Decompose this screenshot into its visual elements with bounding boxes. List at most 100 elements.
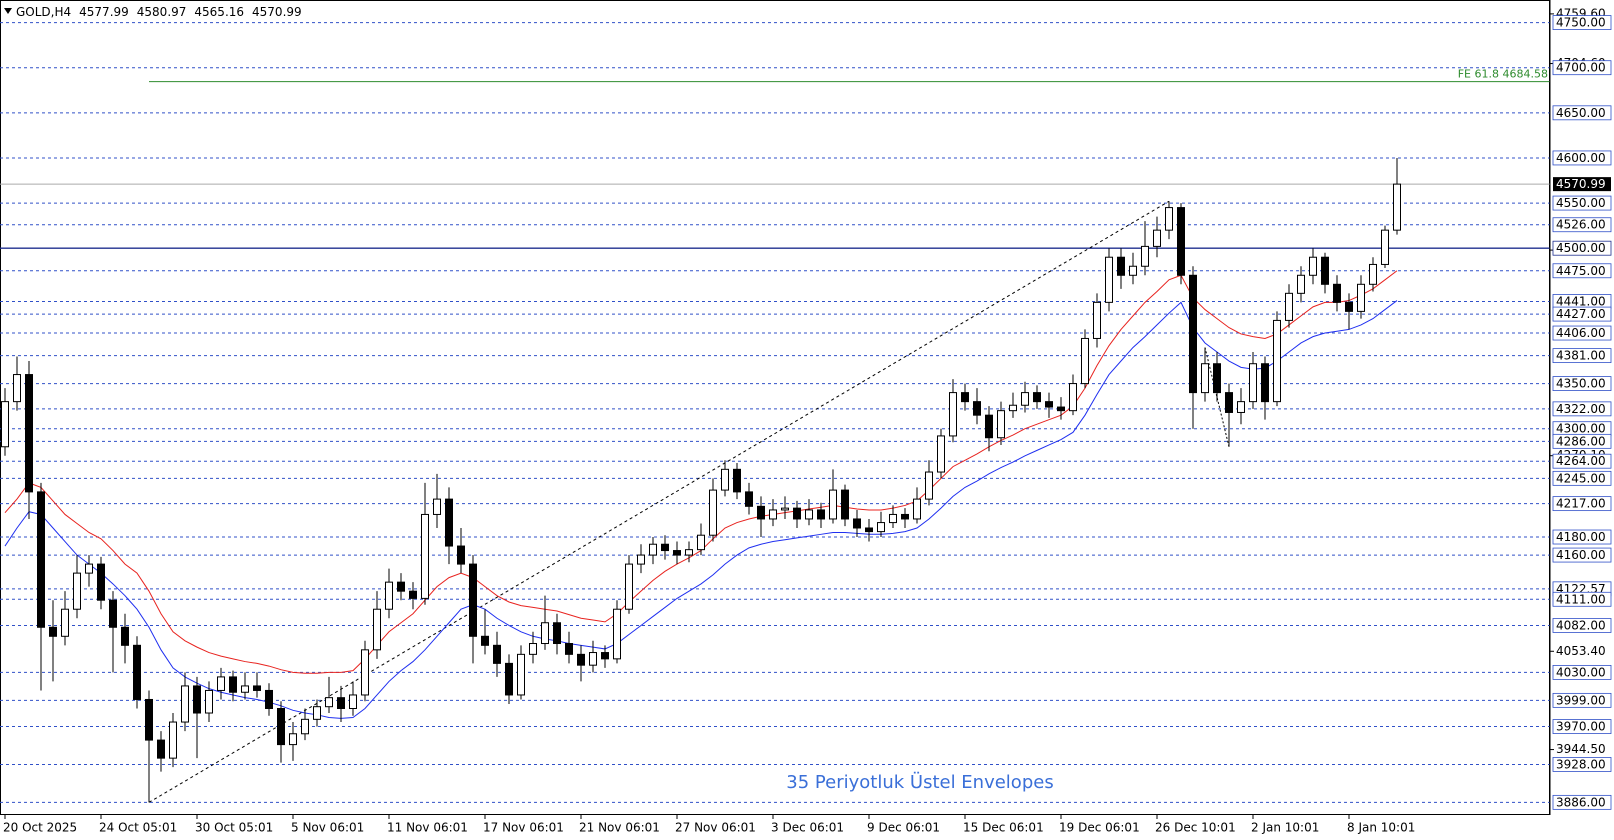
x-tick-label: 24 Oct 05:01 [99, 821, 177, 835]
candle-body [1393, 183, 1401, 231]
candle-body [1117, 256, 1125, 276]
candle-body [409, 590, 417, 599]
header-value: 4580.97 [137, 5, 187, 19]
candle-body [493, 644, 501, 664]
candle-body [577, 653, 585, 666]
level-label-box [1552, 150, 1612, 166]
level-label-box [1552, 453, 1612, 469]
candle-body [1201, 363, 1209, 394]
chart-header: GOLD,H4 4577.99 4580.97 4565.16 4570.99 [16, 5, 302, 19]
level-label-box [1552, 664, 1612, 680]
candle-body [781, 507, 789, 511]
level-label: 4160.00 [1556, 548, 1606, 562]
x-tick-label: 26 Dec 10:01 [1155, 821, 1236, 835]
candle-body [373, 608, 381, 651]
candle-body [145, 698, 153, 741]
candle-body [457, 545, 465, 565]
x-tick-label: 11 Nov 06:01 [387, 821, 468, 835]
candle-body [541, 622, 549, 645]
candle-body [349, 694, 357, 709]
level-label: 4550.00 [1556, 196, 1606, 210]
candle-body [1381, 229, 1389, 265]
candle-body [49, 626, 57, 637]
candle-body [97, 563, 105, 601]
x-tick-label: 9 Dec 06:01 [867, 821, 940, 835]
candle-body [265, 689, 273, 709]
level-label: 4750.00 [1556, 16, 1606, 30]
candle-body [1105, 256, 1113, 303]
y-tick-label: 3944.50 [1556, 742, 1606, 756]
level-label-box [1552, 618, 1612, 633]
candle-body [1213, 363, 1221, 394]
level-label-box [1552, 496, 1612, 512]
level-label-box [1552, 325, 1612, 341]
level-label-box [1552, 529, 1612, 545]
candle-body [1297, 274, 1305, 294]
candle-body [1369, 263, 1377, 285]
level-label: 4217.00 [1556, 497, 1606, 511]
candle-body [1057, 406, 1065, 412]
candle-body [1261, 363, 1269, 403]
candle-body [637, 554, 645, 565]
trend-line [148, 200, 1170, 803]
level-label-box [1552, 306, 1612, 322]
x-tick-label: 17 Nov 06:01 [483, 821, 564, 835]
candle-body [853, 518, 861, 529]
candle-body [325, 697, 333, 708]
candle-body [301, 718, 309, 735]
candle-body [769, 509, 777, 520]
candle-body [433, 498, 441, 515]
level-label: 4082.00 [1556, 618, 1606, 632]
candle-body [745, 491, 753, 507]
candle-body [649, 543, 657, 556]
candle-body [469, 563, 477, 637]
candle-body [421, 513, 429, 599]
annotation: 35 Periyotluk Üstel Envelopes [786, 771, 1053, 793]
level-label-box [1552, 348, 1612, 364]
level-label-box [1552, 105, 1612, 121]
level-label-box [1552, 376, 1612, 391]
candle-body [697, 534, 705, 551]
candle-body [505, 662, 513, 696]
candle-body [181, 685, 189, 723]
candle-body [61, 608, 69, 637]
candle-body [1333, 283, 1341, 303]
candle-body [13, 374, 21, 403]
candle-body [985, 414, 993, 439]
level-label: 3999.00 [1556, 693, 1606, 707]
x-tick-label: 2 Jan 10:01 [1251, 821, 1319, 835]
envelope-line [4, 300, 1398, 719]
candle-body [385, 581, 393, 610]
candle-body [1, 401, 9, 448]
candle-body [445, 498, 453, 547]
header-arrow [4, 8, 12, 14]
candle-body [121, 626, 129, 646]
candle-body [925, 471, 933, 500]
x-tick-label: 21 Nov 06:01 [579, 821, 660, 835]
level-label: 4264.00 [1556, 454, 1606, 468]
level-label-box [1552, 401, 1612, 417]
level-label-box [1552, 195, 1612, 211]
candle-body [841, 489, 849, 520]
level-label-box [1552, 470, 1612, 486]
candle-body [313, 706, 321, 720]
x-tick-label: 30 Oct 05:01 [195, 821, 273, 835]
candle-body [1285, 292, 1293, 321]
header-value: 4565.16 [194, 5, 244, 19]
candle-body [1189, 274, 1197, 394]
candle-body [721, 468, 729, 491]
level-label: 4111.00 [1556, 592, 1606, 606]
header-value: 4577.99 [79, 5, 129, 19]
x-tick-label: 20 Oct 2025 [3, 821, 77, 835]
level-label: 4350.00 [1556, 377, 1606, 391]
candle-body [337, 697, 345, 709]
candle-body [109, 599, 117, 628]
candle-body [829, 489, 837, 520]
candle-body [1345, 301, 1353, 312]
candle-body [889, 513, 897, 524]
candle-body [517, 653, 525, 696]
level-label-box [1552, 794, 1612, 810]
candle-body [205, 689, 213, 714]
level-label: 4300.00 [1556, 422, 1606, 436]
x-tick-label: 8 Jan 10:01 [1347, 821, 1415, 835]
